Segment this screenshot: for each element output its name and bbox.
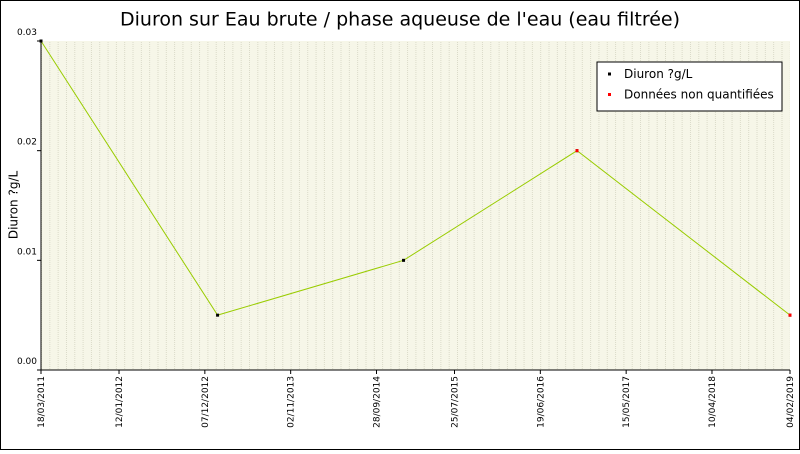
legend-marker [608, 72, 611, 76]
x-tick-label: 28/09/2014 [372, 376, 382, 428]
legend-label: Données non quantifiées [624, 88, 774, 102]
point [216, 313, 220, 317]
y-tick-label: 0.02 [17, 138, 37, 148]
point [402, 258, 406, 262]
chart-title: Diuron sur Eau brute / phase aqueuse de … [120, 9, 680, 31]
x-tick-label: 15/05/2017 [622, 376, 632, 428]
x-tick-label: 18/03/2011 [37, 376, 47, 428]
x-tick-label: 10/04/2018 [708, 376, 718, 428]
point [39, 39, 43, 43]
x-tick-label: 25/07/2015 [451, 376, 461, 428]
legend: Diuron ?g/L Données non quantifiées [596, 61, 783, 112]
y-tick-label: 0.03 [17, 28, 37, 38]
legend-marker [608, 93, 611, 96]
y-tick-label: 0.00 [17, 357, 37, 367]
point [575, 149, 579, 153]
point [788, 313, 792, 317]
y-axis-label: Diuron ?g/L [7, 171, 21, 240]
legend-box [596, 61, 783, 112]
x-tick-label: 07/12/2012 [201, 376, 211, 428]
legend-label: Diuron ?g/L [624, 67, 693, 81]
y-tick-label: 0.01 [17, 247, 37, 257]
x-tick-label: 04/02/2019 [786, 376, 796, 428]
x-tick-label: 12/01/2012 [115, 376, 125, 428]
x-tick-label: 19/06/2016 [536, 376, 546, 428]
x-tick-label: 02/11/2013 [287, 376, 297, 428]
